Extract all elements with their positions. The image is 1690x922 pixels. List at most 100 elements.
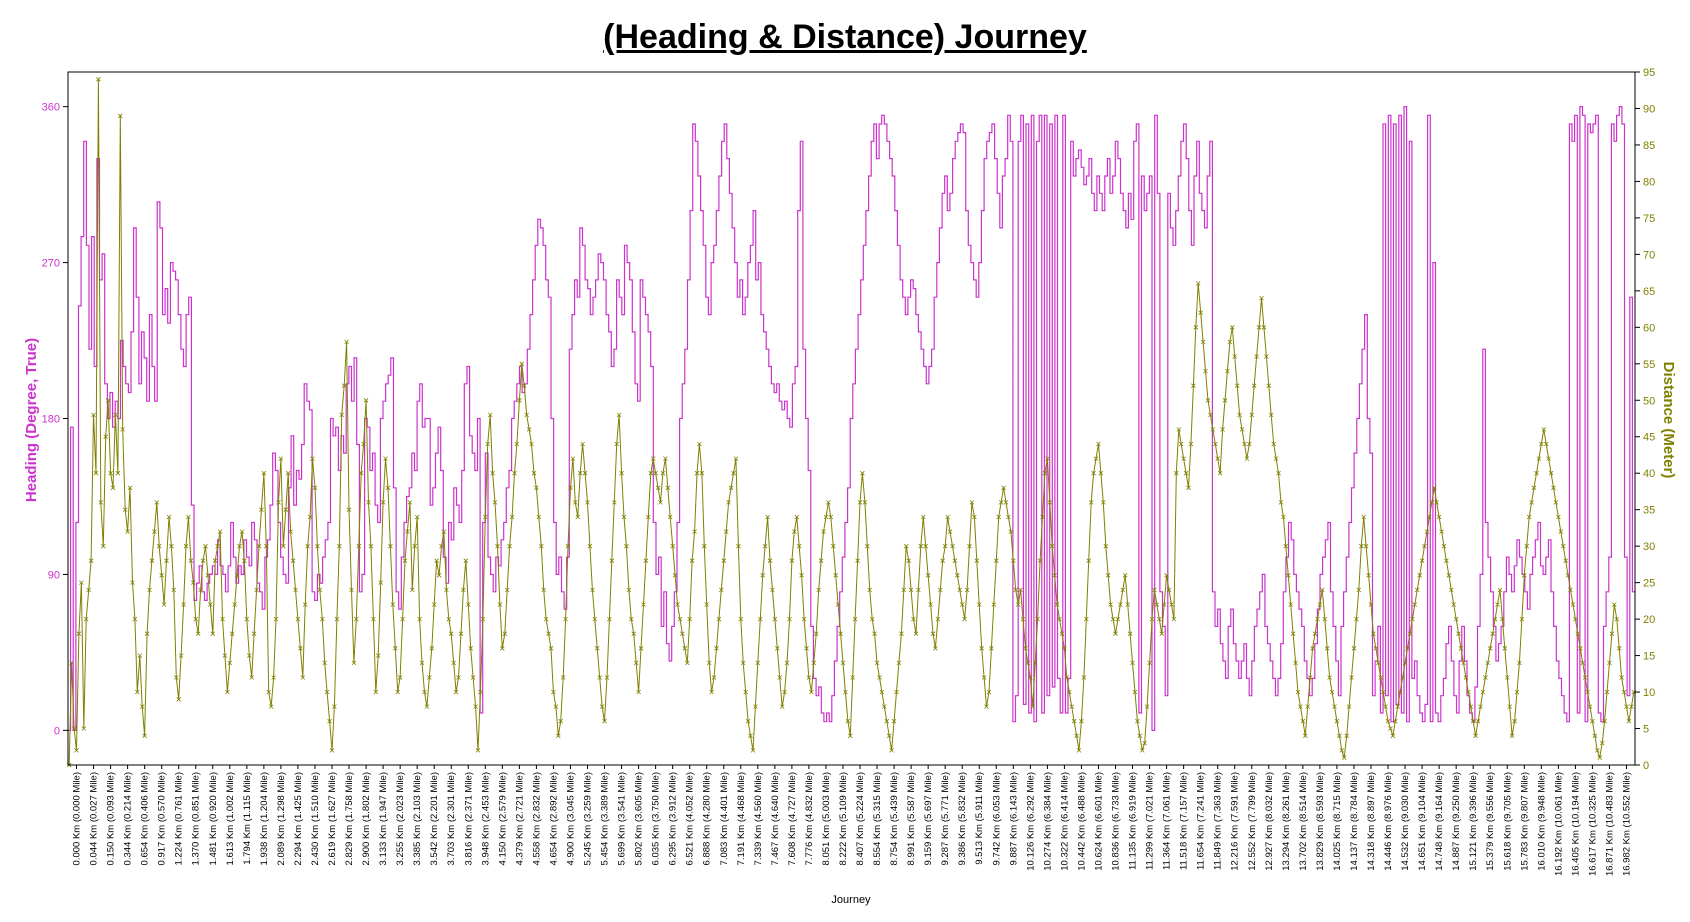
distance-point — [159, 573, 164, 578]
distance-point — [1222, 398, 1228, 403]
distance-point — [1232, 354, 1237, 359]
distance-point — [872, 631, 877, 636]
distance-point — [794, 514, 800, 520]
distance-point — [1244, 456, 1250, 461]
distance-point — [697, 441, 702, 447]
distance-point — [361, 441, 366, 447]
distance-point — [777, 675, 782, 680]
distance-point — [981, 675, 987, 680]
distance-point — [1468, 704, 1474, 709]
distance-point — [865, 543, 870, 549]
x-tick-label: 14.446 Km (8.976 Mile) — [1383, 772, 1394, 871]
distance-point — [536, 514, 542, 520]
distance-point — [969, 500, 975, 505]
distance-point — [962, 616, 967, 622]
distance-point — [96, 77, 101, 82]
right-tick-label: 50 — [1643, 395, 1655, 407]
distance-point — [1125, 602, 1130, 607]
series-layer — [66, 77, 1637, 768]
distance-point — [758, 616, 763, 622]
distance-point — [1015, 602, 1021, 607]
x-tick-label: 14.025 Km (8.715 Mile) — [1332, 772, 1343, 871]
x-tick-label: 14.887 Km (9.250 Mile) — [1451, 772, 1462, 871]
distance-point — [1427, 514, 1432, 520]
distance-point — [341, 383, 347, 388]
distance-point — [1497, 587, 1503, 593]
distance-point — [736, 543, 741, 549]
distance-point — [1609, 631, 1615, 636]
distance-point — [1509, 733, 1515, 739]
distance-point — [667, 514, 673, 520]
distance-point — [1522, 573, 1527, 578]
distance-point — [1451, 602, 1456, 607]
distance-point — [1597, 755, 1602, 760]
x-tick-label: 14.748 Km (9.164 Mile) — [1434, 772, 1445, 871]
distance-point — [716, 616, 722, 622]
distance-point — [1198, 310, 1203, 315]
distance-point — [1217, 470, 1223, 476]
distance-point — [577, 470, 583, 476]
x-tick-label: 12.216 Km (7.591 Mile) — [1230, 772, 1241, 871]
distance-point — [1037, 558, 1043, 563]
distance-point — [307, 514, 313, 520]
distance-point — [346, 507, 352, 512]
x-tick-label: 14.137 Km (8.784 Mile) — [1349, 772, 1360, 871]
distance-point — [1424, 529, 1430, 534]
distance-point — [1074, 733, 1079, 739]
distance-point — [633, 660, 639, 666]
distance-point — [478, 689, 483, 695]
distance-point — [599, 704, 605, 709]
distance-point — [1239, 427, 1245, 432]
distance-point — [188, 558, 194, 563]
distance-point — [1337, 733, 1342, 739]
distance-point — [1585, 689, 1590, 695]
distance-point — [526, 427, 532, 432]
distance-point — [1230, 325, 1235, 330]
distance-point — [1278, 500, 1284, 505]
distance-point — [298, 646, 303, 651]
distance-point — [1030, 704, 1036, 709]
x-tick-label: 8.051 Km (5.003 Mile) — [821, 772, 832, 865]
distance-point — [1378, 675, 1383, 680]
distance-point — [714, 646, 719, 651]
distance-point — [1412, 602, 1418, 607]
distance-point — [1049, 543, 1055, 549]
x-tick-label: 2.089 Km (1.298 Mile) — [276, 772, 287, 865]
distance-point — [699, 470, 705, 476]
distance-point — [1132, 689, 1138, 695]
distance-point — [792, 529, 797, 534]
distance-point — [176, 697, 181, 702]
distance-point — [955, 573, 960, 578]
distance-point — [677, 616, 683, 622]
distance-point — [585, 500, 590, 505]
distance-point — [648, 470, 654, 476]
distance-point — [1575, 631, 1581, 636]
distance-point — [663, 456, 668, 461]
distance-point — [687, 616, 692, 622]
distance-point — [419, 660, 425, 666]
distance-point — [916, 587, 921, 593]
distance-point — [1183, 470, 1189, 476]
distance-point — [1088, 500, 1094, 505]
distance-point — [390, 602, 396, 607]
heading-series — [68, 106, 1635, 731]
distance-point — [838, 631, 843, 636]
distance-point — [497, 602, 503, 607]
x-tick-label: 13.294 Km (8.261 Mile) — [1281, 772, 1292, 871]
distance-point — [507, 543, 512, 549]
distance-point — [1115, 616, 1121, 622]
distance-point — [1067, 689, 1072, 695]
distance-point — [685, 660, 690, 666]
distance-point — [1242, 441, 1247, 447]
distance-point — [139, 704, 145, 709]
left-tick-label: 90 — [48, 569, 60, 581]
distance-point — [796, 543, 802, 549]
distance-point — [322, 660, 327, 666]
distance-point — [191, 580, 196, 585]
distance-point — [1093, 456, 1099, 461]
distance-point — [1266, 383, 1272, 388]
distance-point — [826, 500, 831, 505]
distance-point — [638, 646, 644, 651]
x-tick-label: 0.044 Km (0.027 Mile) — [89, 772, 100, 865]
distance-point — [543, 616, 549, 622]
